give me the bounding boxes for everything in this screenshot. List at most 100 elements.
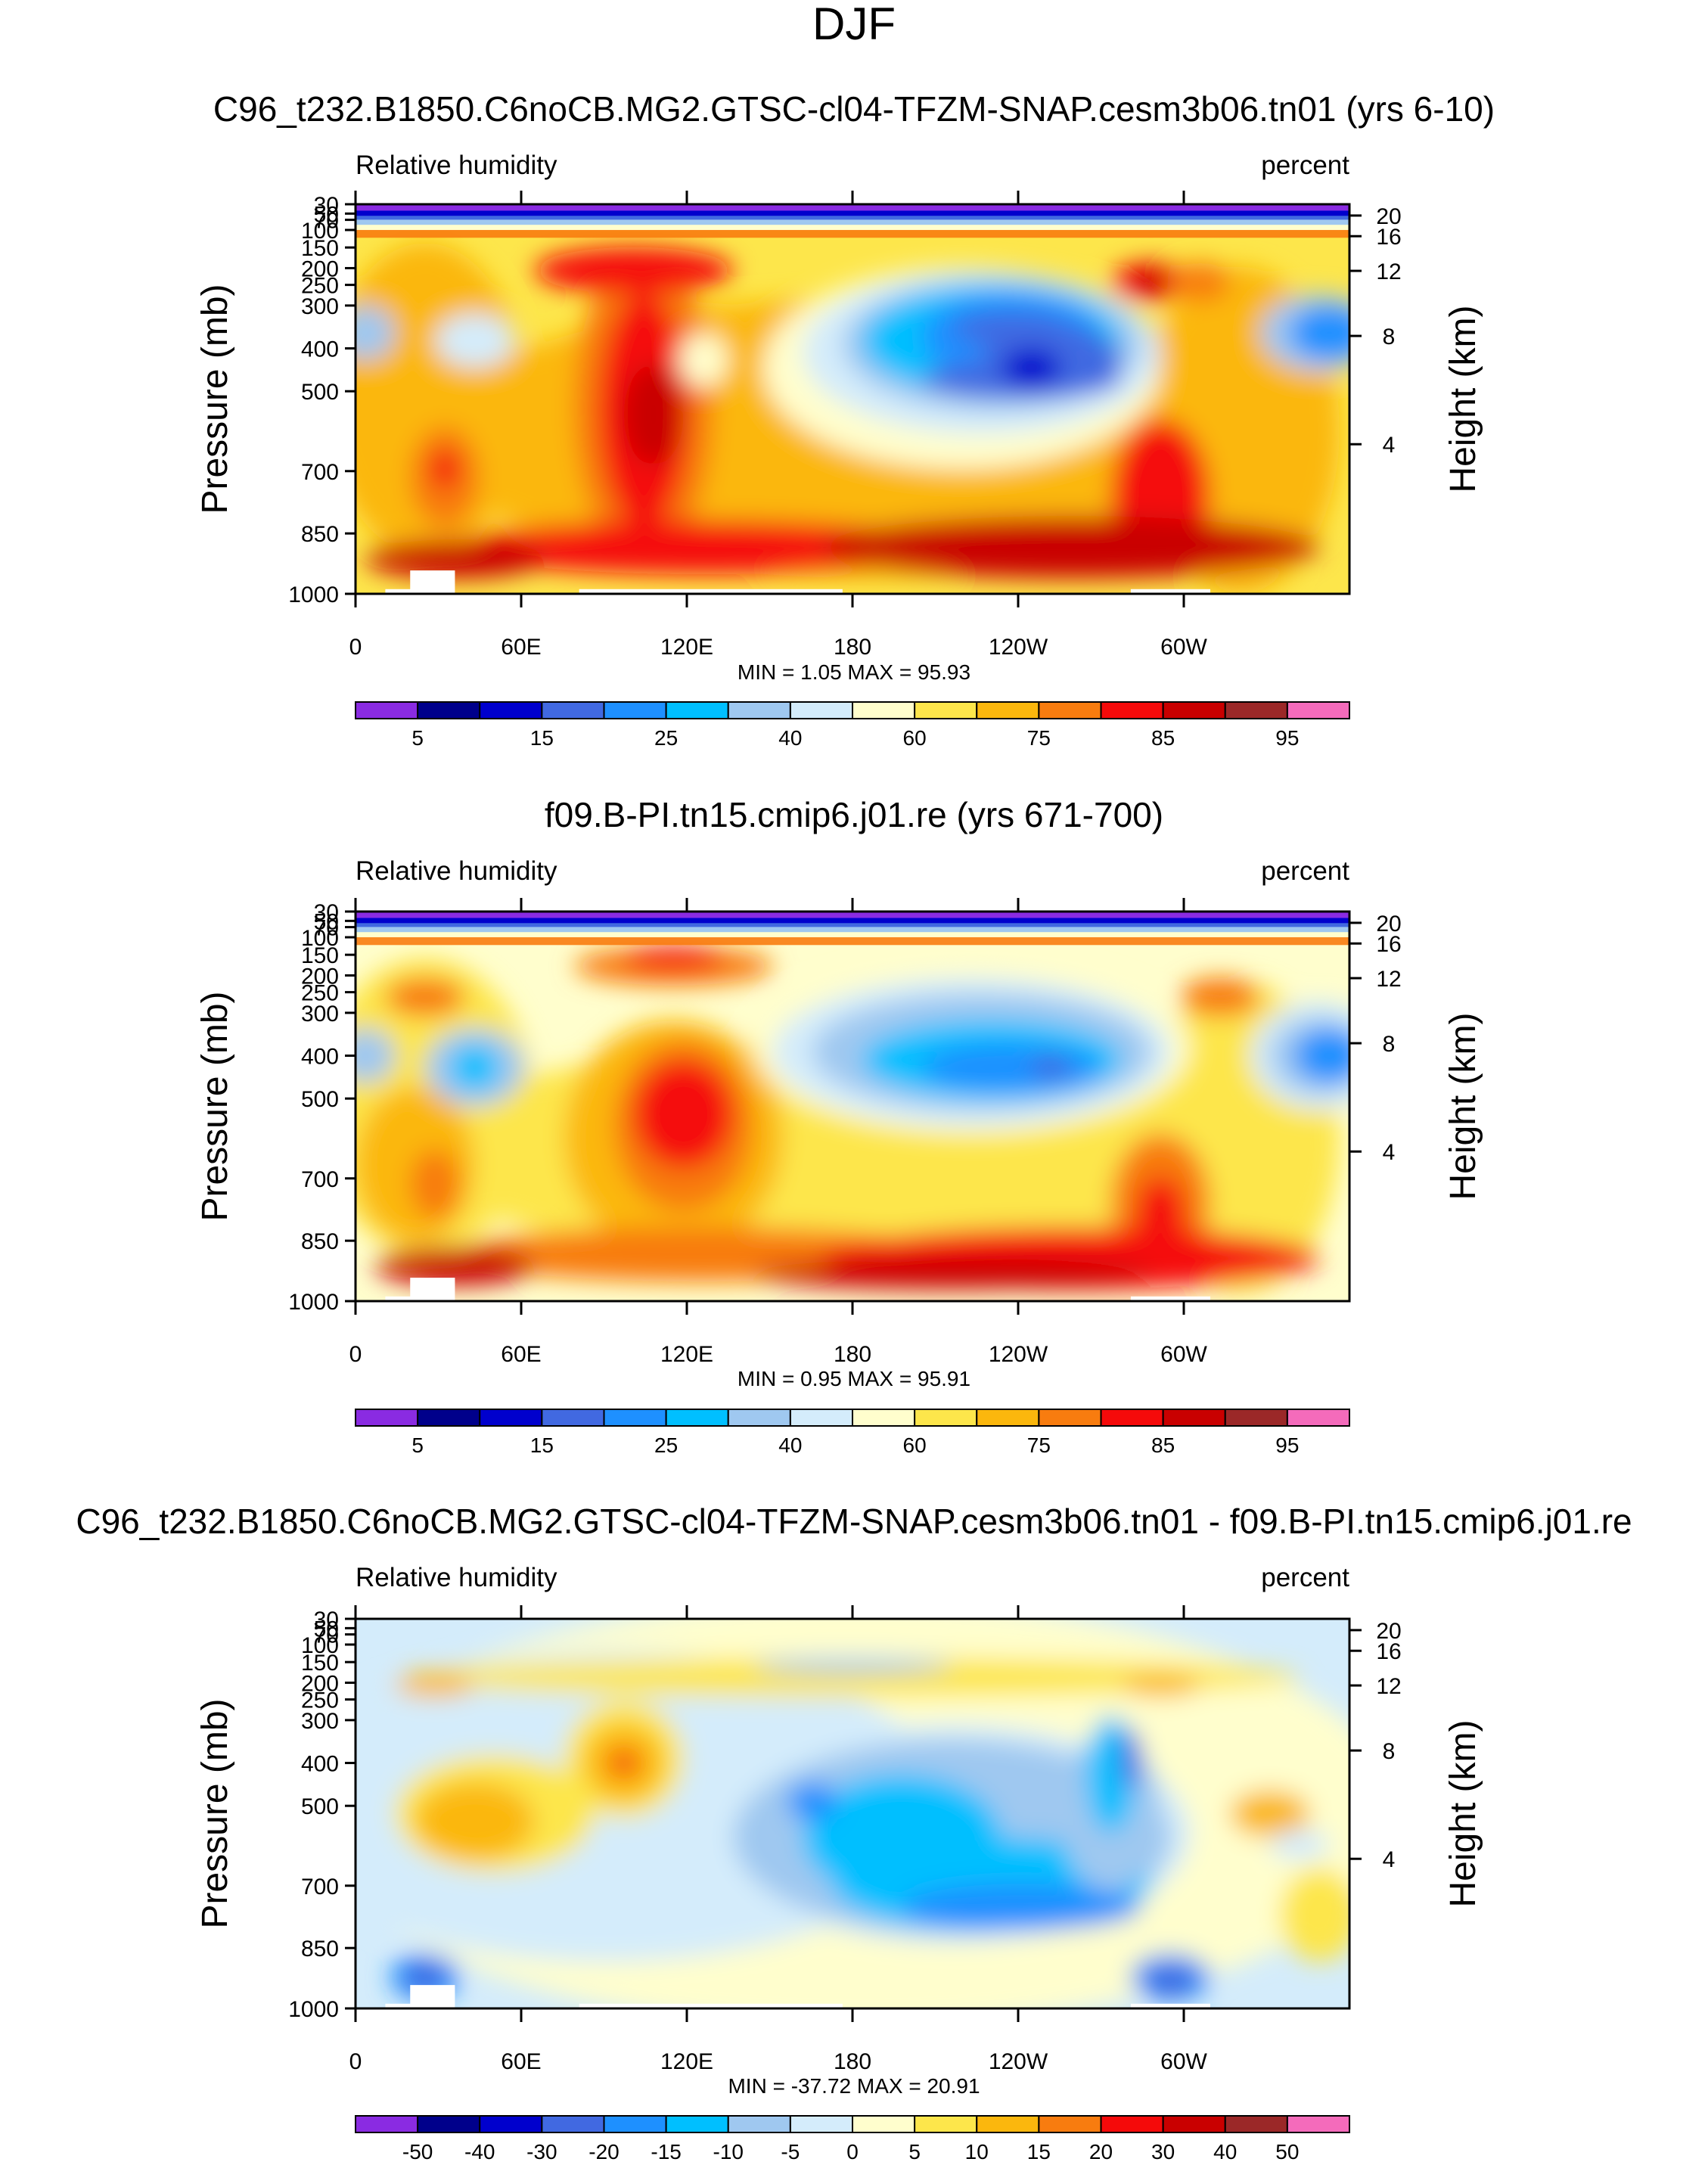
stratosphere-band xyxy=(356,932,1349,938)
min-max-label: MIN = 0.95 MAX = 95.91 xyxy=(738,1367,970,1390)
chart-panel-2: f09.B-PI.tn15.cmip6.j01.re (yrs 671-700)… xyxy=(195,795,1483,1457)
y-tick-label: 700 xyxy=(301,1167,339,1192)
y-tick-label: 500 xyxy=(301,380,339,405)
contour-region xyxy=(1031,1055,1072,1079)
colorbar-swatch xyxy=(541,1409,605,1427)
colorbar-swatch xyxy=(355,2115,419,2133)
stratosphere-band xyxy=(356,225,1349,231)
y-tick-label: 1000 xyxy=(288,1997,339,2022)
colorbar-swatch xyxy=(603,2115,667,2133)
colorbar-swatch xyxy=(727,701,791,719)
colorbar-swatch xyxy=(603,1409,667,1427)
colorbar-swatch xyxy=(355,1409,419,1427)
colorbar-swatch xyxy=(976,701,1040,719)
colorbar-swatch xyxy=(1162,2115,1226,2133)
height-tick-label: 4 xyxy=(1383,1847,1396,1872)
height-tick-label: 20 xyxy=(1376,204,1401,229)
colorbar-label: -5 xyxy=(781,2140,800,2163)
contour-region xyxy=(787,1782,838,1822)
y-tick-label: 70 xyxy=(314,209,339,234)
colorbar-label: 25 xyxy=(654,726,678,750)
surface-mask xyxy=(1130,589,1211,594)
height-tick-label: 4 xyxy=(1383,1140,1396,1165)
colorbar-swatch xyxy=(914,2115,978,2133)
y-tick-label: 850 xyxy=(301,1937,339,1962)
colorbar-label: 15 xyxy=(530,726,554,750)
contour-region xyxy=(902,1884,1141,1931)
colorbar-label: 15 xyxy=(530,1433,554,1457)
colorbar-label: -50 xyxy=(402,2140,433,2163)
colorbar-swatch xyxy=(976,2115,1040,2133)
variable-label: Relative humidity xyxy=(356,1563,557,1592)
height-tick-label: 8 xyxy=(1383,1032,1396,1057)
colorbar-label: 20 xyxy=(1089,2140,1113,2163)
colorbar-swatch xyxy=(914,701,978,719)
y-tick-label: 50 xyxy=(314,1617,339,1642)
height-tick-label: 20 xyxy=(1376,1619,1401,1644)
contour-region xyxy=(430,449,460,489)
x-tick-label: 120W xyxy=(989,635,1048,660)
y-tick-label: 100 xyxy=(301,1633,339,1658)
stratosphere-band xyxy=(356,918,1349,924)
stratosphere-band xyxy=(356,923,1349,928)
height-tick-label: 12 xyxy=(1376,1674,1401,1699)
colorbar-label: 30 xyxy=(1151,2140,1175,2163)
x-tick-label: 120W xyxy=(989,1342,1048,1367)
contour-region xyxy=(390,259,460,298)
colorbar-swatch xyxy=(727,1409,791,1427)
panel-title: C96_t232.B1850.C6noCB.MG2.GTSC-cl04-TFZM… xyxy=(76,1502,1632,1541)
colorbar-swatch xyxy=(541,2115,605,2133)
y-tick-label: 30 xyxy=(314,193,339,218)
y-axis-title: Pressure (mb) xyxy=(195,991,235,1221)
stratosphere-band xyxy=(356,927,1349,933)
colorbar-label: 75 xyxy=(1027,1433,1051,1457)
height-tick-label: 8 xyxy=(1383,1739,1396,1764)
colorbar-label: 50 xyxy=(1275,2140,1299,2163)
contour-region xyxy=(534,247,734,294)
contour-field xyxy=(356,204,1349,594)
colorbar-label: 25 xyxy=(654,1433,678,1457)
field-blobs xyxy=(356,1619,1349,2008)
colorbar-swatch xyxy=(665,1409,729,1427)
surface-mask xyxy=(579,2003,843,2008)
colorbar-label: -30 xyxy=(526,2140,557,2163)
contour-region xyxy=(633,1059,734,1169)
y-tick-label: 30 xyxy=(314,1607,339,1632)
x-tick-label: 0 xyxy=(349,2049,362,2074)
contour-region xyxy=(415,1782,535,1861)
colorbar-swatch xyxy=(665,701,729,719)
contour-region xyxy=(753,1657,952,1674)
y-tick-label: 400 xyxy=(301,1045,339,1070)
variable-label: Relative humidity xyxy=(356,151,557,180)
y-tick-label: 300 xyxy=(301,1709,339,1734)
y-tick-label: 70 xyxy=(314,1623,339,1648)
surface-mask xyxy=(1130,1296,1211,1301)
height-tick-label: 4 xyxy=(1383,433,1396,458)
y-tick-label: 400 xyxy=(301,337,339,362)
y-axis-title: Pressure (mb) xyxy=(195,284,235,514)
contour-region xyxy=(623,364,684,466)
colorbar-swatch xyxy=(852,2115,916,2133)
colorbar-swatch xyxy=(789,701,853,719)
x-tick-label: 0 xyxy=(349,1342,362,1367)
x-tick-label: 120E xyxy=(660,1342,713,1367)
min-max-label: MIN = 1.05 MAX = 95.93 xyxy=(738,660,970,684)
colorbar-label: 5 xyxy=(411,1433,424,1457)
colorbar-label: 85 xyxy=(1151,726,1175,750)
x-tick-label: 60W xyxy=(1160,635,1207,660)
x-tick-label: 120E xyxy=(660,2049,713,2074)
colorbar-swatch xyxy=(1162,701,1226,719)
height-tick-label: 16 xyxy=(1376,1639,1401,1664)
colorbar-swatch xyxy=(603,701,667,719)
contour-region xyxy=(1145,1965,1196,1997)
contour-region xyxy=(1180,977,1260,1017)
colorbar-swatch xyxy=(665,2115,729,2133)
height-tick-label: 16 xyxy=(1376,932,1401,957)
colorbar-label: 5 xyxy=(908,2140,921,2163)
colorbar-swatch xyxy=(1038,701,1102,719)
y-tick-label: 250 xyxy=(301,274,339,299)
y-tick-label: 1000 xyxy=(288,582,339,607)
colorbar-swatch xyxy=(727,2115,791,2133)
colorbar-label: 95 xyxy=(1275,1433,1299,1457)
colorbar-swatch xyxy=(789,1409,853,1427)
